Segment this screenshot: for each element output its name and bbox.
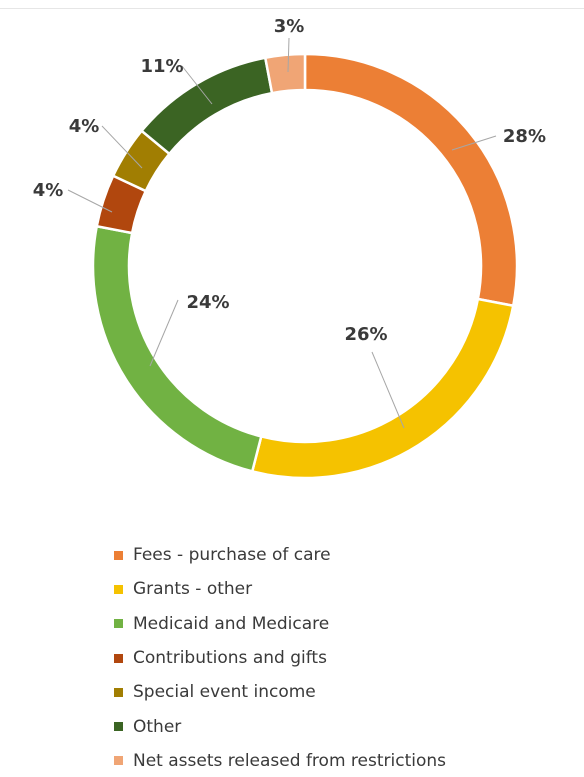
legend-swatch [114, 687, 123, 697]
legend-item-special-event-income: Special event income [114, 675, 446, 709]
data-labels-layer: 28% 26% 24% 4% 4% 11% 3% [33, 16, 546, 345]
legend-swatch [114, 756, 123, 766]
leader-line-fees-purchase-of-care [451, 135, 497, 151]
legend-swatch [114, 584, 123, 594]
data-label-fees-purchase-of-care: 28% [503, 126, 546, 147]
donut-slice-net-assets-released-from-restrictions [263, 52, 307, 95]
legend-item-grants-other: Grants - other [114, 572, 446, 606]
legend-label: Grants - other [133, 579, 253, 600]
data-label-other: 11% [140, 56, 183, 77]
legend-item-fees-purchase-of-care: Fees - purchase of care [114, 538, 446, 572]
legend-label: Other [133, 716, 182, 737]
data-label-net-assets-released-from-restrictions: 3% [274, 16, 305, 37]
chart-legend: Fees - purchase of care Grants - other Med… [114, 538, 446, 777]
data-label-medicaid-and-medicare: 24% [186, 292, 229, 313]
top-divider [0, 8, 584, 9]
donut-slice-medicaid-and-medicare [91, 224, 263, 473]
data-label-grants-other: 26% [344, 324, 387, 345]
legend-swatch [114, 619, 123, 629]
leader-line-net-assets-released-from-restrictions [287, 37, 290, 73]
donut-chart: 28% 26% 24% 4% 4% 11% 3% [33, 16, 546, 480]
legend-item-medicaid-and-medicare: Medicaid and Medicare [114, 607, 446, 641]
leader-line-contributions-and-gifts [67, 189, 113, 213]
legend-item-contributions-and-gifts: Contributions and gifts [114, 641, 446, 675]
legend-item-net-assets-released-from-restrictions: Net assets released from restrictions [114, 744, 446, 777]
leader-line-medicaid-and-medicare [149, 299, 179, 367]
legend-label: Contributions and gifts [133, 648, 327, 669]
legend-swatch [114, 550, 123, 560]
legend-label: Special event income [133, 682, 316, 703]
data-label-special-event-income: 4% [69, 116, 100, 137]
legend-swatch [114, 722, 123, 732]
leader-line-special-event-income [101, 125, 143, 169]
legend-item-other: Other [114, 709, 446, 743]
leader-line-grants-other [371, 351, 405, 429]
legend-label: Net assets released from restrictions [133, 750, 446, 771]
donut-slice-fees-purchase-of-care [303, 52, 519, 308]
leader-lines-layer [67, 37, 497, 429]
legend-label: Fees - purchase of care [133, 545, 331, 566]
slices-layer [91, 52, 519, 480]
legend-label: Medicaid and Medicare [133, 613, 330, 634]
leader-line-other [181, 65, 213, 105]
data-label-contributions-and-gifts: 4% [33, 180, 64, 201]
legend-swatch [114, 653, 123, 663]
